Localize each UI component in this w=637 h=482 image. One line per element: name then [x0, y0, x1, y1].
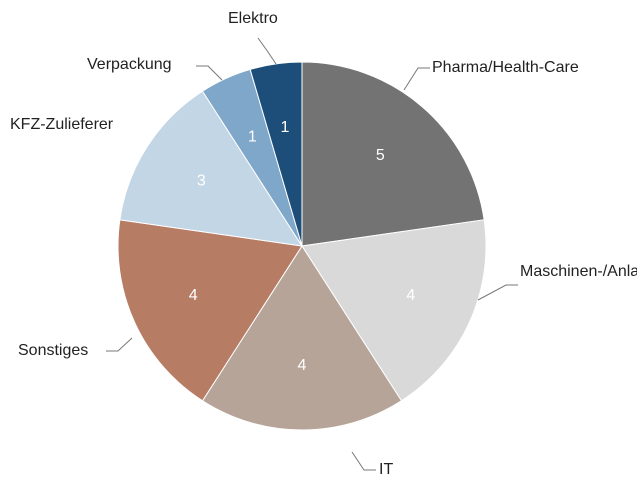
value-label: 1	[248, 128, 257, 145]
pie-slice	[117, 219, 303, 402]
leader-line	[257, 37, 277, 65]
category-label: KFZ-Zulieferer	[10, 116, 114, 133]
category-label: Maschinen-/Anlagenbau	[520, 263, 637, 280]
leader-line	[106, 337, 133, 352]
value-label: 1	[281, 119, 290, 136]
pie-slice	[201, 245, 403, 431]
category-label: Verpackung	[87, 56, 172, 73]
pie-slice	[301, 219, 487, 402]
value-label: 4	[406, 287, 415, 304]
category-label: IT	[379, 461, 394, 478]
leader-line	[403, 67, 430, 91]
category-label: Sonstiges	[18, 342, 89, 359]
leader-line	[477, 284, 518, 301]
value-label: 4	[298, 357, 307, 374]
pie-slice	[301, 61, 485, 247]
value-label: 4	[189, 287, 198, 304]
pie-slice	[119, 90, 304, 247]
value-label: 3	[197, 173, 206, 190]
category-label: Elektro	[228, 10, 278, 27]
category-label: Pharma/Health-Care	[432, 59, 579, 76]
leader-line	[196, 65, 223, 81]
leader-line	[351, 451, 376, 471]
value-label: 5	[376, 147, 385, 164]
